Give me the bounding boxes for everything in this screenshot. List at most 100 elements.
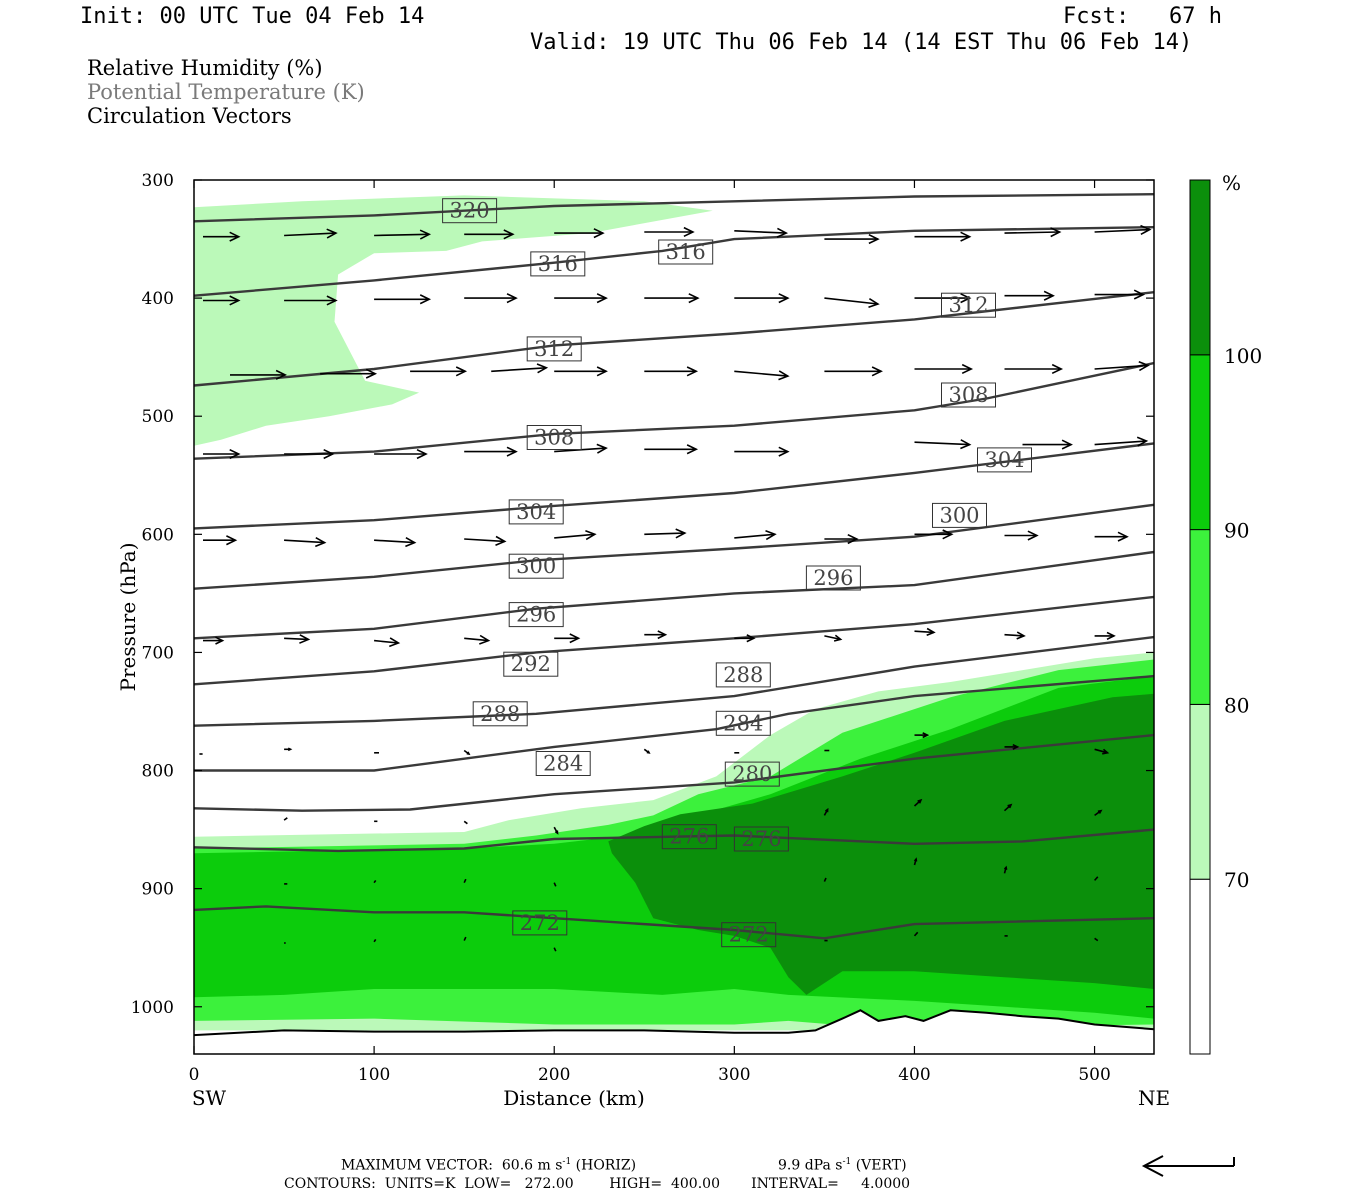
wind-vector	[203, 535, 238, 546]
wind-vector	[203, 231, 241, 242]
wind-vector	[1094, 360, 1150, 372]
colorbar-segment	[1189, 529, 1211, 705]
theta-contour-280	[193, 733, 1155, 812]
wind-vector	[824, 233, 880, 245]
colorbar-unit-label: %	[1222, 171, 1241, 195]
wind-vector	[1003, 803, 1013, 812]
wind-vector-shaft	[1094, 876, 1099, 881]
wind-vector	[913, 931, 919, 937]
contour-label: 272	[721, 922, 777, 948]
wind-vector	[914, 439, 972, 450]
wind-vector-shaft	[1004, 231, 1060, 234]
contour-label-text: 284	[723, 711, 763, 735]
contour-label-text: 276	[669, 825, 709, 849]
wind-vector-head	[287, 747, 293, 752]
wind-vector	[734, 370, 790, 381]
contour-label-box	[661, 824, 717, 850]
contour-label: 300	[508, 553, 564, 579]
wind-vector-head	[646, 750, 651, 754]
contour-label-text: 288	[723, 663, 763, 687]
wind-vector	[914, 627, 936, 637]
wind-vector	[914, 529, 954, 540]
wind-vector-head	[960, 293, 972, 304]
wind-vector-head	[314, 537, 327, 548]
wind-vector	[734, 227, 789, 238]
contour-label: 296	[805, 565, 861, 591]
wind-vector	[374, 637, 401, 648]
y-axis-title: Pressure (hPa)	[116, 543, 140, 692]
contour-label: 320	[442, 198, 498, 224]
wind-vector	[230, 369, 287, 380]
wind-vector-head	[229, 295, 241, 306]
wind-vector-head	[917, 798, 923, 804]
contour-label: 292	[503, 651, 559, 677]
forecast-hour: Fcst: 67 h	[1063, 4, 1222, 29]
wind-vector	[913, 857, 918, 866]
theta-contour-300	[193, 503, 1155, 590]
wind-vector-head	[942, 529, 954, 540]
contour-label-box	[508, 602, 564, 628]
wind-vector	[1094, 809, 1103, 817]
wind-vector	[913, 798, 923, 807]
wind-vector-head	[778, 370, 790, 381]
theta-contour-308	[193, 361, 1155, 460]
wind-vector	[203, 295, 241, 306]
contour-label: 304	[977, 447, 1032, 473]
wind-vector	[464, 535, 507, 546]
contour-label-text: 304	[984, 448, 1024, 472]
contour-label-box	[941, 292, 996, 318]
colorbar-segment	[1189, 878, 1211, 1055]
theta-contour-316	[193, 226, 1155, 297]
contour-label-text: 316	[538, 252, 578, 276]
wind-vector	[463, 878, 467, 884]
wind-vector	[824, 297, 880, 309]
contour-label-text: 296	[813, 566, 853, 590]
wind-vector-shaft	[734, 230, 787, 234]
contour-label-box	[658, 239, 714, 265]
contour-label: 312	[941, 292, 996, 318]
wind-vector-shaft	[914, 441, 970, 446]
rh-region-100-4	[608, 693, 1154, 995]
y-tick-label: 900	[142, 880, 174, 900]
contour-label-text: 292	[511, 652, 551, 676]
contour-label: 276	[661, 824, 717, 850]
wind-vector	[734, 446, 790, 457]
contour-label-box	[932, 502, 987, 528]
contour-label-box	[715, 662, 771, 688]
wind-vector	[464, 446, 518, 457]
wind-vector	[1004, 227, 1062, 238]
wind-vector-head	[1051, 363, 1064, 375]
wind-vector	[284, 295, 338, 306]
max-vector-vert-text: 9.9 dPa s-1 (VERT)	[778, 1157, 907, 1174]
wind-vector-shaft	[374, 539, 415, 544]
contour-label: 276	[733, 826, 789, 852]
max-vector-arrow-icon	[1141, 1155, 1235, 1177]
wind-vector-shaft	[373, 938, 377, 943]
wind-vector-shaft	[464, 637, 489, 642]
wind-vector-head	[913, 857, 918, 862]
wind-vector	[373, 879, 377, 884]
wind-vector-head	[824, 807, 829, 813]
wind-vector-shaft	[1094, 748, 1108, 754]
wind-vector-head	[776, 227, 789, 238]
wind-vector-head	[466, 751, 471, 756]
wind-vector-shaft	[823, 877, 827, 882]
contour-label-text: 272	[729, 923, 769, 947]
wind-vector-head	[1003, 865, 1008, 870]
contour-label-box	[535, 751, 591, 776]
wind-vector-head	[778, 446, 790, 457]
wind-vector	[554, 293, 608, 304]
wind-vector-head	[675, 528, 687, 539]
wind-vector-head	[416, 448, 428, 460]
wind-vector	[1022, 439, 1073, 450]
wind-vector-head	[536, 363, 549, 374]
contour-label: 312	[526, 336, 582, 362]
contour-label: 316	[658, 239, 714, 265]
wind-vector-head	[746, 634, 756, 643]
wind-vector-shaft	[824, 297, 878, 305]
wind-vector-head	[1016, 631, 1026, 640]
wind-vector-head	[226, 535, 238, 546]
wind-vector	[554, 633, 581, 644]
x-tick-label: 500	[1078, 1065, 1110, 1085]
colorbar-tick-label: 90	[1224, 519, 1249, 543]
